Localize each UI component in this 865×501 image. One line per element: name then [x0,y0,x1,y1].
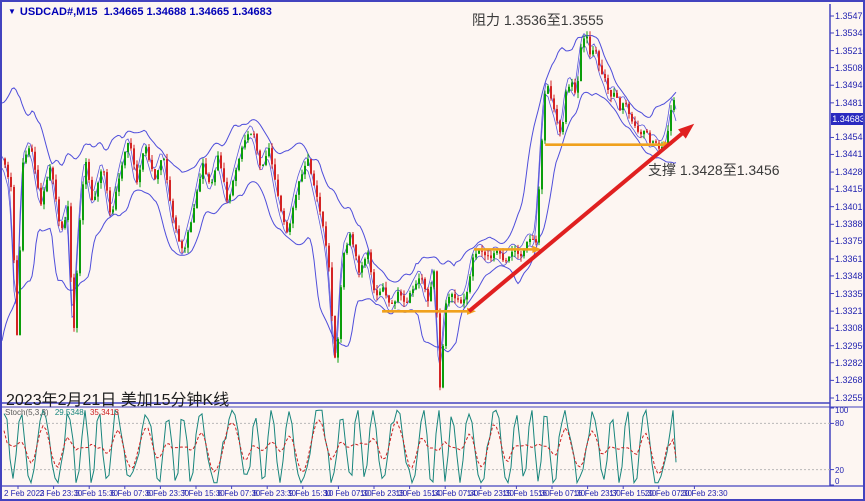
symbol-timeframe-label: USDCAD#,M15 [19,6,98,18]
time-axis-label: 2 Feb 23:30 [39,489,83,498]
price-axis-label: 1.33615 [835,253,865,264]
price-axis-label: 1.33750 [835,236,865,247]
stoch-scale-label: 0 [835,477,840,486]
support-annotation: 支撑 1.3428至1.3456 [648,162,780,178]
time-axis-label: 17 Feb 15:30 [609,489,657,498]
time-axis-label: 3 Feb 15:30 [75,489,118,498]
time-axis-label: 20 Feb 07:30 [644,489,692,498]
time-axis-label: 10 Feb 07:30 [324,489,372,498]
time-axis-label: 8 Feb 23:30 [253,489,296,498]
current-price-badge: 1.34683 [831,113,865,126]
price-axis-label: 1.33215 [835,306,865,317]
stoch-scale-label: 100 [835,406,849,415]
time-axis-label: 20 Feb 23:30 [680,489,728,498]
time-axis-label: 16 Feb 07:30 [538,489,586,498]
time-axis-label: 9 Feb 15:30 [288,489,332,498]
price-axis-label: 1.35210 [835,45,865,56]
price-axis-label: 1.34545 [835,132,865,143]
price-axis-label: 1.33350 [835,288,865,299]
time-axis-label: 15 Feb 15:30 [502,489,550,498]
chart-title: ▼ USDCAD#,M15 1.34665 1.34688 1.34665 1.3… [8,6,272,18]
time-axis-label: 6 Feb 23:30 [146,489,190,498]
price-axis-label: 1.32950 [835,340,865,351]
stochastic-indicator-label: Stoch(5,3,3) 29.5348 35.3413 [5,408,119,417]
price-axis-label: 1.32550 [835,393,865,403]
time-axis-label: 6 Feb 07:30 [110,489,154,498]
time-axis-label: 2 Feb 2023 [4,489,45,498]
stoch-signal-value: 35.3413 [89,408,119,417]
time-axis-label: 14 Feb 07:30 [431,489,479,498]
time-axis-label: 7 Feb 15:30 [182,489,225,498]
time-axis-label: 13 Feb 15:30 [395,489,443,498]
time-axis-label: 8 Feb 07:30 [217,489,261,498]
price-axis-label: 1.32820 [835,357,865,368]
stoch-name: Stoch(5,3,3) [5,408,49,417]
time-axis-label: 10 Feb 23:30 [360,489,408,498]
time-axis-label: 14 Feb 23:30 [466,489,514,498]
price-axis-label: 1.34280 [835,167,865,178]
time-axis-label: 16 Feb 23:30 [573,489,621,498]
price-axis-label: 1.33485 [835,270,865,281]
price-axis-label: 1.35080 [835,62,865,73]
price-axis-label: 1.34945 [835,80,865,91]
stoch-scale-label: 80 [835,419,844,429]
title-triangle-icon: ▼ [8,7,16,16]
price-axis-label: 1.35475 [835,11,865,21]
price-axis-label: 1.35345 [835,27,865,38]
stoch-scale-label: 20 [835,465,844,475]
price-axis-label: 1.32685 [835,375,865,386]
stoch-main-value: 29.5348 [54,408,84,417]
resistance-annotation: 阻力 1.3536至1.3555 [472,12,604,28]
price-axis-label: 1.34015 [835,201,865,212]
ohlc-values: 1.34665 1.34688 1.34665 1.34683 [103,6,272,18]
price-axis-label: 1.34810 [835,97,865,108]
price-axis-label: 1.34415 [835,149,865,160]
date-annotation: 2023年2月21日 美加15分钟K线 [6,392,230,409]
price-axis-label: 1.33085 [835,323,865,334]
price-axis-label: 1.34150 [835,184,865,195]
price-axis-label: 1.33880 [835,219,865,230]
